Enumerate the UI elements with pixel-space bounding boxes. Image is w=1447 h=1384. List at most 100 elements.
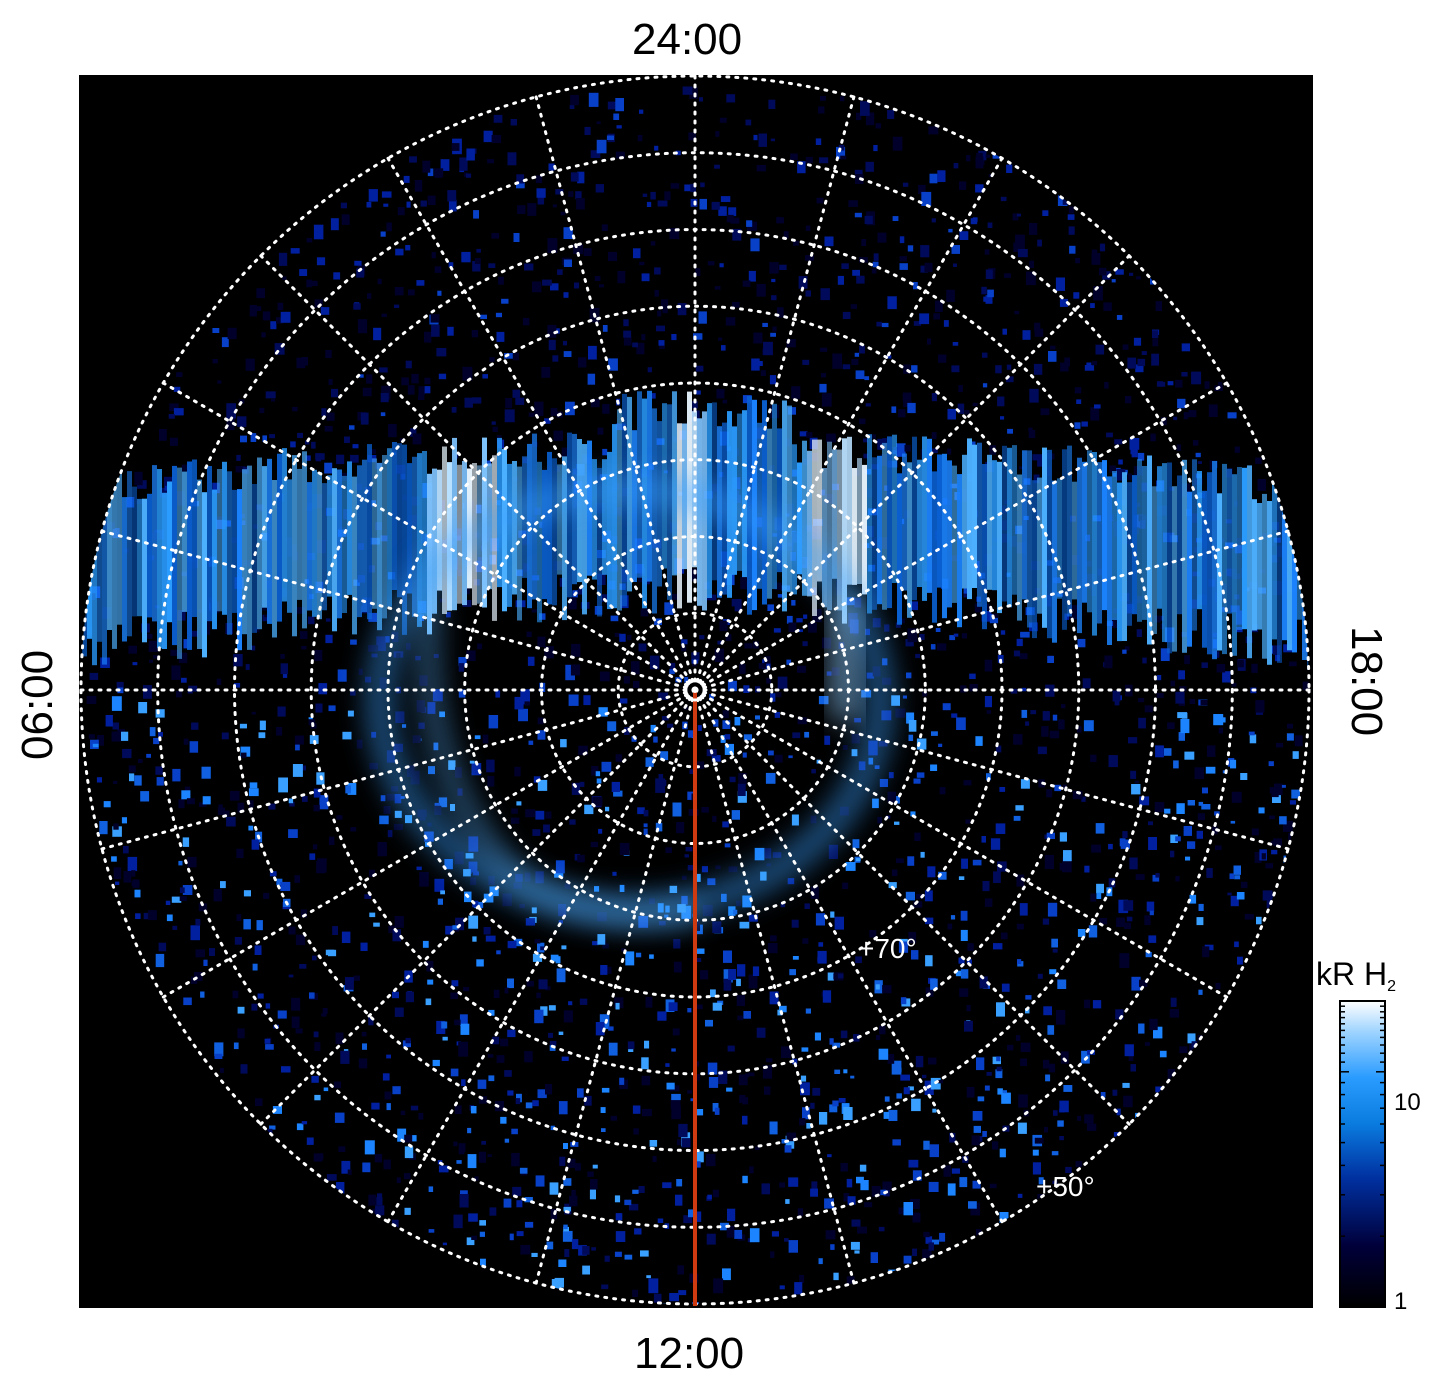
noise-speck (428, 1229, 435, 1233)
noise-speck (453, 1141, 458, 1147)
noise-speck (992, 1141, 999, 1150)
noise-speck (820, 347, 828, 352)
noise-speck (541, 367, 551, 378)
noise-speck (173, 408, 184, 416)
noise-speck (328, 705, 336, 712)
noise-speck (590, 150, 601, 158)
band-streak (102, 484, 107, 665)
noise-speck (131, 870, 136, 877)
noise-speck (880, 1189, 887, 1196)
noise-speck (640, 608, 649, 617)
noise-speck (731, 599, 742, 607)
noise-speck (535, 1175, 545, 1187)
noise-speck (452, 925, 458, 930)
noise-speck (1227, 412, 1237, 419)
noise-speck (1176, 803, 1185, 814)
noise-speck (827, 972, 834, 981)
noise-speck (951, 713, 958, 718)
noise-speck (1149, 910, 1154, 916)
noise-speck (814, 1032, 821, 1041)
noise-speck (1167, 722, 1175, 729)
noise-speck (427, 979, 434, 985)
noise-speck (290, 248, 300, 254)
noise-speck (567, 1158, 576, 1168)
noise-speck (986, 773, 991, 781)
noise-speck (434, 266, 442, 273)
noise-speck (388, 424, 397, 438)
noise-speck (1077, 1115, 1082, 1121)
noise-speck (997, 654, 1004, 663)
noise-speck (524, 1051, 533, 1063)
noise-speck (995, 365, 1002, 374)
noise-speck (737, 964, 746, 977)
noise-speck (1191, 371, 1202, 385)
noise-speck (128, 645, 137, 654)
noise-speck (294, 875, 300, 883)
noise-speck (1268, 761, 1274, 767)
noise-speck (478, 1151, 486, 1163)
noise-speck (479, 1220, 486, 1226)
noise-speck (913, 321, 921, 326)
noise-speck (1154, 615, 1161, 623)
colorbar-tick-label-10: 10 (1394, 1089, 1421, 1116)
noise-speck (974, 603, 982, 613)
noise-speck (694, 1211, 702, 1222)
noise-speck (1240, 881, 1248, 889)
noise-speck (959, 1177, 968, 1188)
noise-speck (1201, 662, 1208, 668)
noise-speck (966, 1005, 971, 1012)
noise-speck (906, 712, 915, 724)
noise-speck (408, 1135, 417, 1142)
noise-speck (658, 692, 669, 700)
noise-speck (839, 96, 845, 102)
noise-speck (672, 1028, 680, 1036)
noise-speck (458, 1146, 465, 1155)
band-streak (952, 465, 957, 603)
noise-speck (872, 261, 879, 268)
noise-speck (873, 253, 879, 261)
noise-speck (491, 233, 500, 239)
noise-speck (392, 929, 401, 942)
noise-speck (1000, 196, 1007, 202)
auroral-oval-layer (367, 477, 893, 925)
noise-speck (1022, 330, 1031, 340)
noise-speck (925, 1236, 933, 1244)
noise-speck (265, 391, 276, 399)
noise-speck (855, 956, 862, 964)
noise-speck (505, 398, 513, 409)
noise-speck (516, 174, 525, 184)
noise-speck (127, 856, 138, 872)
noise-speck (491, 135, 502, 143)
noise-speck (504, 987, 509, 994)
noise-speck (1062, 857, 1072, 873)
noise-speck (830, 1244, 835, 1250)
noise-speck (1175, 876, 1180, 882)
noise-speck (931, 393, 937, 402)
noise-speck (833, 1272, 839, 1281)
noise-speck (403, 175, 410, 183)
noise-speck (694, 958, 702, 962)
noise-speck (278, 777, 288, 793)
noise-speck (1034, 328, 1044, 337)
noise-speck (334, 1081, 342, 1089)
band-streak (1102, 460, 1107, 611)
noise-speck (311, 441, 316, 449)
noise-speck (658, 340, 665, 346)
noise-speck (1294, 735, 1303, 747)
noise-speck (1157, 675, 1162, 681)
noise-speck (416, 280, 425, 286)
noise-speck (450, 1068, 459, 1077)
noise-speck (235, 465, 246, 473)
noise-speck (668, 1002, 678, 1011)
noise-speck (1133, 337, 1142, 346)
noise-speck (655, 778, 666, 793)
noise-speck (711, 755, 721, 762)
noise-speck (624, 1199, 632, 1206)
noise-speck (738, 773, 747, 785)
band-streak (832, 449, 837, 579)
noise-speck (534, 401, 544, 417)
noise-speck (1153, 1026, 1163, 1039)
band-streak (122, 497, 127, 642)
band-streak (1137, 459, 1142, 622)
